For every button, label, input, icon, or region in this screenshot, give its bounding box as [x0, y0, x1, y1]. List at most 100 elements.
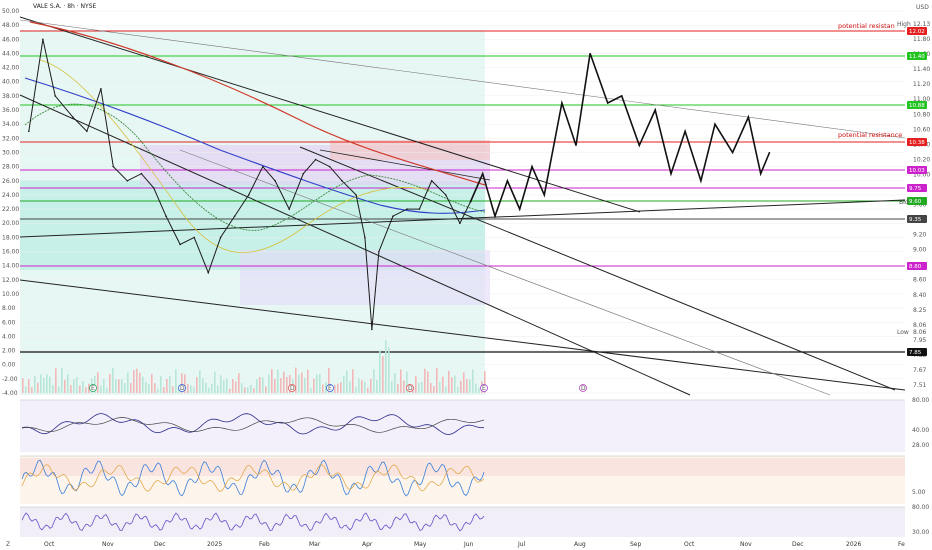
volume-bar: [28, 379, 30, 393]
month-label: Jun: [463, 541, 474, 548]
left-tick-label: 26.00: [2, 178, 19, 185]
volume-bar: [310, 387, 312, 393]
volume-bar: [232, 379, 234, 393]
level-badge: [907, 197, 927, 205]
volume-bar: [238, 373, 240, 393]
right-tick-label: 8.60: [913, 277, 927, 284]
volume-bar: [448, 370, 450, 393]
time-axis: Oct Nov Dec 2025 Feb Mar Apr May Jun Jul Aug Sep Oct…: [44, 541, 905, 548]
volume-bar: [484, 371, 486, 393]
volume-bar: [397, 383, 399, 393]
month-label: Nov: [740, 541, 752, 548]
event-marker: [178, 384, 186, 392]
volume-bar: [184, 374, 186, 393]
price-point: [193, 236, 195, 239]
event-marker: [406, 384, 414, 392]
level-badge: [907, 348, 927, 356]
volume-bar: [358, 378, 360, 393]
left-tick-label: 44.00: [2, 50, 19, 57]
volume-bar: [340, 382, 342, 393]
event-marker: [480, 384, 488, 392]
volume-bar: [148, 384, 150, 393]
volume-bar: [187, 383, 189, 393]
osc-tick-label: 80.00: [912, 397, 929, 404]
volume-bar: [220, 375, 222, 393]
volume-bars: [22, 340, 486, 393]
red-ma: [29, 21, 486, 186]
volume-bar: [343, 375, 345, 393]
level-badge: [907, 138, 927, 146]
volume-bar: [49, 376, 51, 393]
volume-bar: [160, 376, 162, 393]
price-point: [247, 194, 250, 196]
volume-bar: [280, 378, 282, 393]
price-point: [165, 215, 167, 217]
month-label: Dec: [792, 541, 804, 548]
volume-bar: [457, 387, 459, 393]
price-point: [430, 179, 433, 182]
level-badge-label: 10.88: [909, 103, 925, 109]
volume-bar: [319, 374, 321, 393]
projection-point: [638, 144, 640, 147]
projection-point: [621, 95, 623, 97]
volume-bar: [427, 371, 429, 393]
volume-bar: [217, 385, 219, 393]
volume-bar: [307, 369, 309, 393]
volume-bar: [271, 369, 273, 393]
volume-bar: [379, 350, 381, 393]
month-label: Mar: [309, 541, 321, 548]
left-tick-label: 2.00: [2, 348, 16, 355]
price-point: [126, 179, 129, 182]
volume-bar: [130, 383, 132, 393]
price-point: [71, 116, 74, 118]
left-tick-label: 10.00: [2, 291, 19, 298]
volume-bar: [322, 384, 324, 393]
event-marker-label: D: [290, 385, 295, 392]
volume-bar: [103, 379, 105, 393]
oscillator-pane-3: [20, 506, 905, 537]
volume-bar: [124, 383, 126, 393]
volume-bar: [55, 368, 57, 393]
price-point: [152, 187, 155, 189]
price-point: [262, 165, 264, 168]
price-point: [219, 236, 222, 239]
month-label: Nov: [102, 541, 114, 548]
volume-bar: [439, 381, 441, 393]
volume-bar: [40, 374, 42, 393]
volume-bar: [349, 381, 351, 393]
volume-bar: [34, 376, 36, 393]
volume-bar: [193, 387, 195, 393]
price-point: [42, 38, 44, 41]
bid-label: Bid: [899, 199, 909, 206]
volume-bar: [334, 384, 336, 393]
level-badge: [907, 101, 927, 109]
projection-point: [494, 215, 496, 217]
price-point: [314, 158, 317, 161]
left-tick-label: 50.00: [2, 8, 19, 15]
volume-bar: [295, 367, 297, 393]
level-badge-label: 12.02: [909, 29, 925, 35]
volume-bar: [316, 374, 318, 393]
volume-bar: [223, 380, 225, 393]
volume-bar: [253, 388, 255, 393]
volume-bar: [136, 368, 138, 393]
volume-bar: [151, 373, 153, 393]
projection-point: [747, 116, 750, 118]
volume-bar: [301, 372, 303, 393]
volume-bar: [268, 374, 270, 393]
volume-bar: [127, 372, 129, 393]
month-label: Jul: [517, 541, 526, 548]
volume-bar: [388, 347, 390, 393]
event-marker-label: D: [180, 385, 185, 392]
volume-bar: [376, 380, 378, 393]
lavender-zone: [240, 250, 490, 305]
volume-bar: [157, 388, 159, 393]
chart-title: VALE S.A. · 8h · NYSE: [33, 3, 97, 10]
left-tick-label: 34.00: [2, 121, 19, 128]
volume-bar: [154, 383, 156, 393]
left-tick-label: 32.00: [2, 135, 19, 142]
volume-bar: [97, 372, 99, 393]
volume-bar: [88, 383, 90, 393]
right-tick-label: 10.00: [913, 171, 930, 178]
